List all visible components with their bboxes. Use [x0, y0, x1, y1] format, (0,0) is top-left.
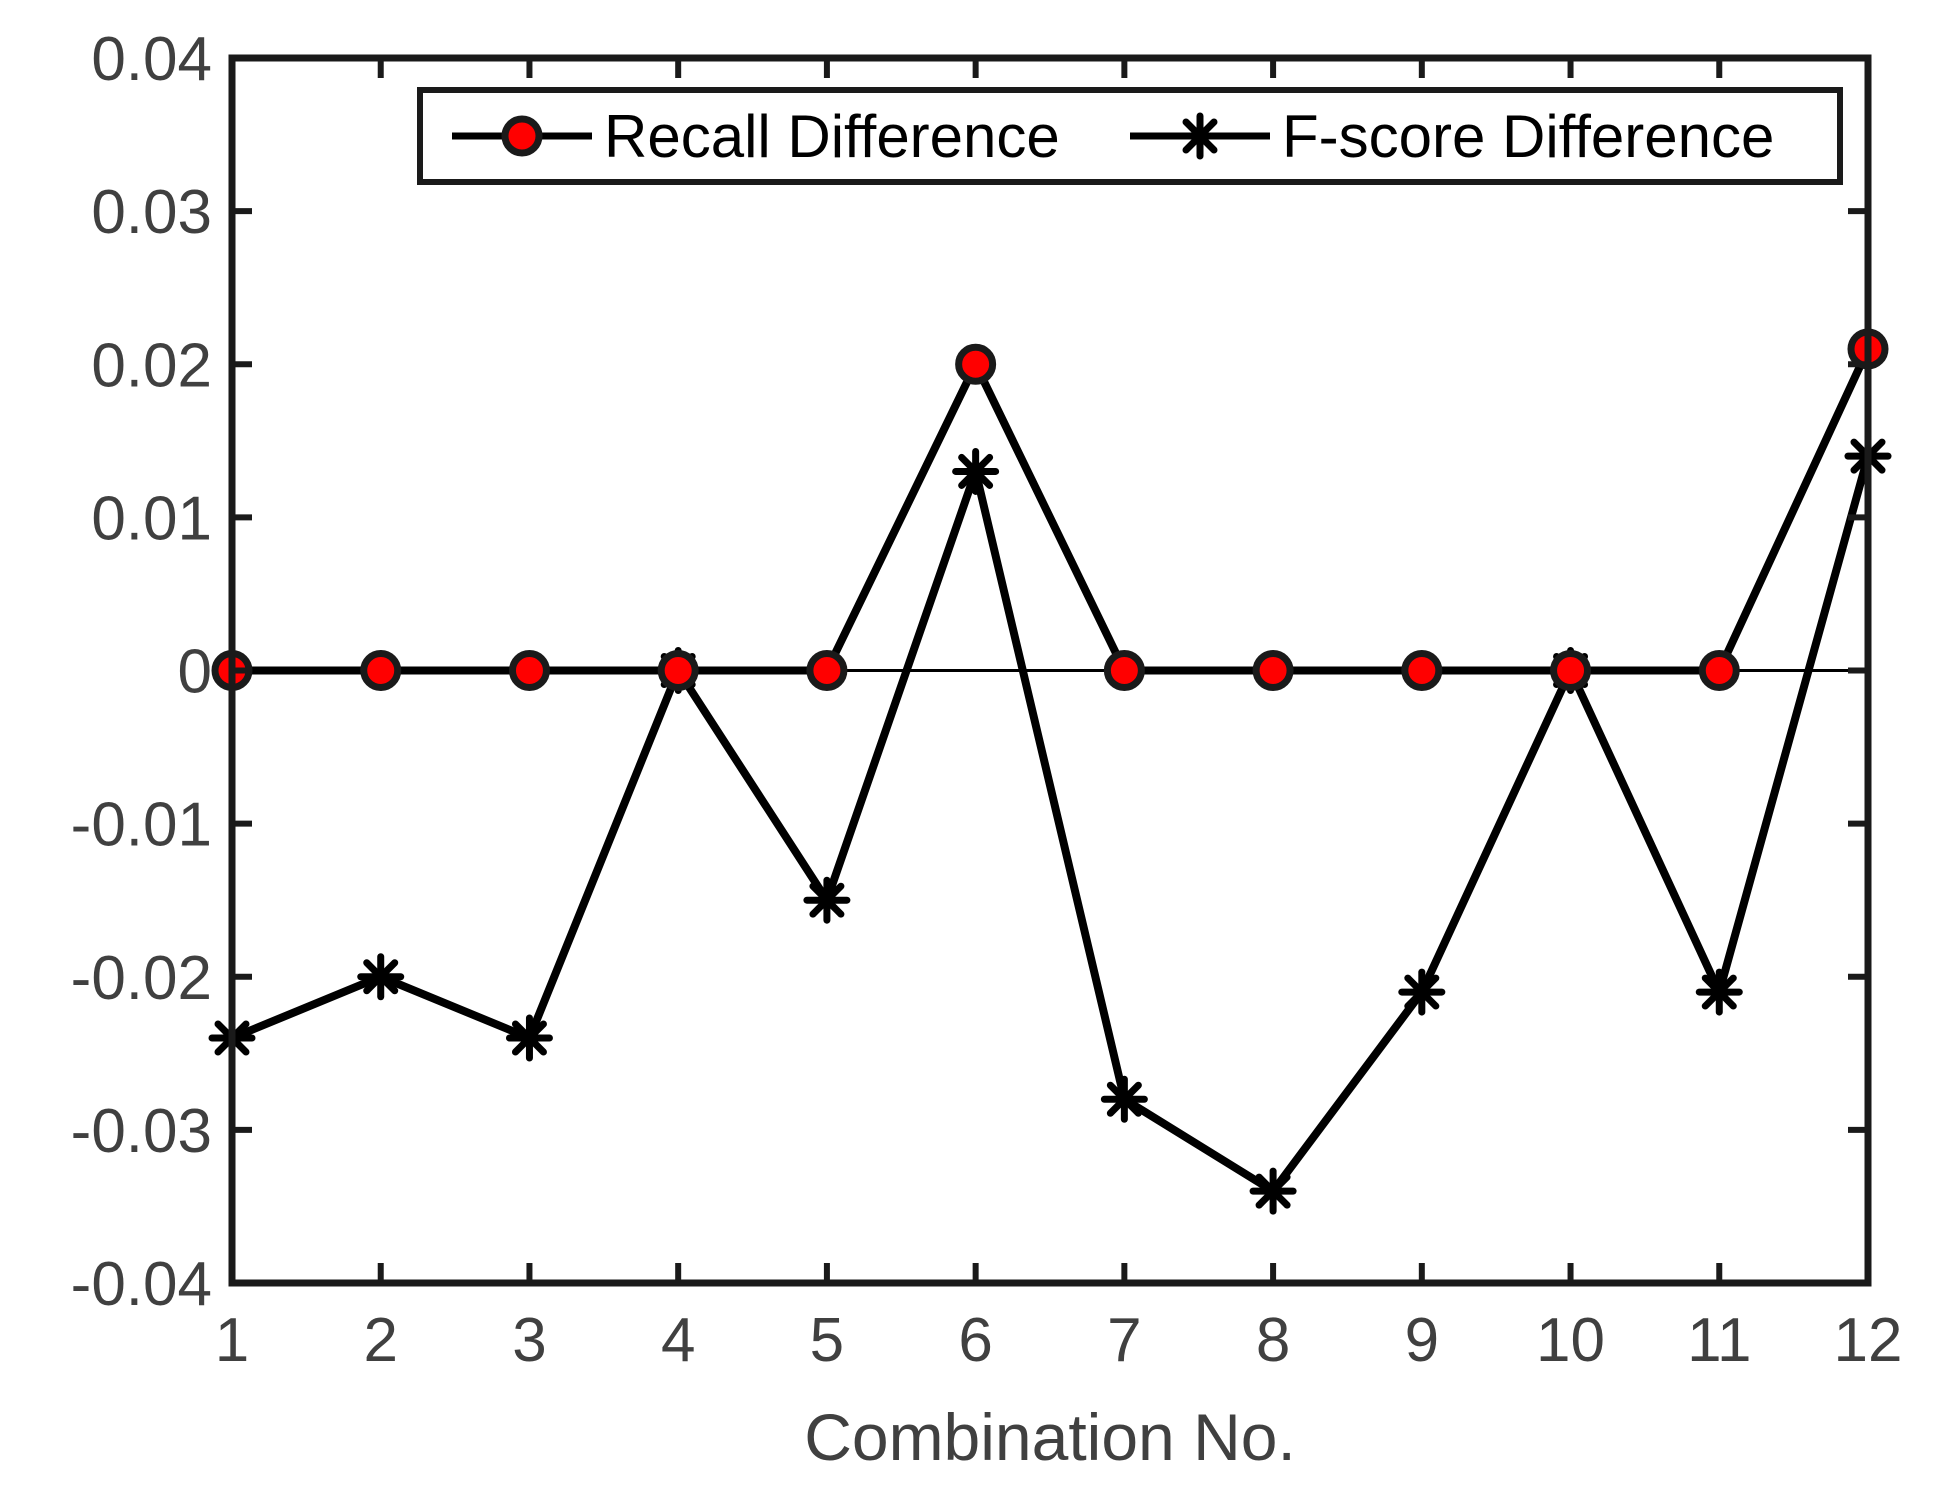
legend-label-fscore: F-score Difference — [1282, 103, 1774, 170]
tick-labels-layer: 0.040.030.020.010-0.01-0.02-0.03-0.041 2 3… — [71, 25, 1903, 1375]
x-tick-label: 8 — [1256, 1306, 1290, 1375]
recall-point-11 — [1698, 650, 1740, 691]
recall-point-6 — [955, 343, 997, 385]
y-tick-label: 0.02 — [91, 331, 212, 400]
y-tick-label: -0.02 — [71, 944, 212, 1013]
x-tick-label: 1 — [215, 1306, 249, 1375]
fscore-point-6 — [952, 447, 1000, 495]
y-tick-label: 0.01 — [91, 484, 212, 553]
y-tick-label: 0.03 — [91, 178, 212, 247]
fscore-point-11 — [1695, 968, 1743, 1016]
recall-point-7 — [1103, 650, 1145, 691]
recall-point-8 — [1252, 650, 1294, 691]
x-tick-label: 11 — [1687, 1306, 1751, 1375]
fscore-point-8 — [1249, 1167, 1297, 1215]
legend: Recall Difference F-score Difference — [417, 87, 1843, 185]
x-tick-label: 4 — [661, 1306, 695, 1375]
x-tick-label: 7 — [1107, 1306, 1141, 1375]
legend-marker-fscore — [1176, 112, 1224, 160]
fscore-point-9 — [1398, 968, 1446, 1016]
y-tick-label: 0 — [178, 638, 212, 707]
fscore-point-3 — [505, 1014, 553, 1062]
recall-point-3 — [508, 650, 550, 691]
x-tick-label: 6 — [958, 1306, 992, 1375]
x-tick-label: 12 — [1834, 1306, 1903, 1375]
x-tick-label: 3 — [512, 1306, 546, 1375]
fscore-point-5 — [803, 876, 851, 924]
y-tick-label: -0.04 — [71, 1250, 212, 1319]
y-tick-label: -0.03 — [71, 1097, 212, 1166]
recall-point-10 — [1550, 650, 1592, 691]
x-tick-label: 9 — [1405, 1306, 1439, 1375]
legend-label-recall: Recall Difference — [604, 103, 1060, 170]
x-tick-label: 10 — [1536, 1306, 1605, 1375]
plot-frame — [228, 54, 1872, 1287]
series-line-recall — [232, 347, 1872, 675]
recall-point-4 — [657, 650, 699, 691]
legend-marker-recall — [501, 115, 543, 157]
fscore-point-2 — [357, 953, 405, 1001]
y-tick-label: 0.04 — [91, 25, 212, 94]
x-axis-title: Combination No. — [804, 1400, 1296, 1474]
recall-point-5 — [806, 650, 848, 691]
x-tick-label: 2 — [363, 1306, 397, 1375]
fscore-point-7 — [1100, 1075, 1148, 1123]
legend-symbol-fscore — [1176, 112, 1224, 160]
recall-point-9 — [1401, 650, 1443, 691]
series-line-fscore — [230, 455, 1872, 1196]
x-tick-label: 5 — [810, 1306, 844, 1375]
y-tick-label: -0.01 — [71, 791, 212, 860]
legend-symbol-recall — [501, 115, 543, 157]
recall-point-2 — [360, 650, 402, 691]
